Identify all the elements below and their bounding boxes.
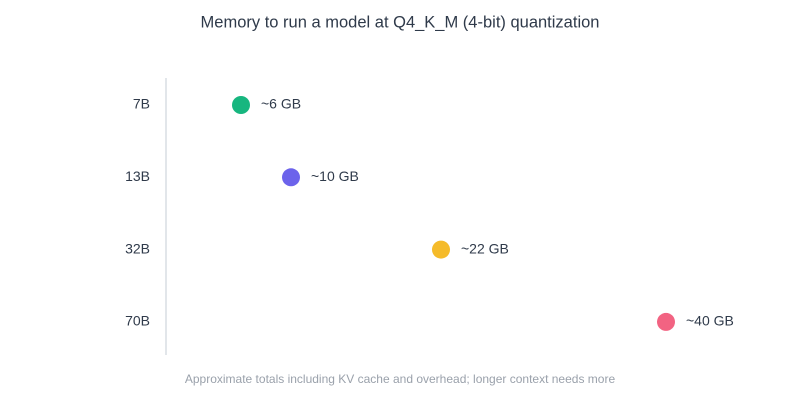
value-label: ~10 GB (311, 168, 359, 184)
y-tick-label: 13B (125, 168, 150, 184)
chart-title: Memory to run a model at Q4_K_M (4-bit) … (201, 13, 600, 31)
value-label: ~22 GB (461, 240, 509, 256)
caption: Approximate totals including KV cache an… (185, 372, 616, 386)
dot (232, 96, 250, 114)
value-label: ~40 GB (686, 313, 734, 329)
y-tick-label: 32B (125, 240, 150, 256)
dot (282, 168, 300, 187)
y-tick-label: 7B (133, 96, 150, 112)
dot (432, 240, 450, 259)
value-label: ~6 GB (261, 96, 301, 112)
dot (657, 312, 675, 331)
y-tick-label: 70B (125, 313, 150, 329)
